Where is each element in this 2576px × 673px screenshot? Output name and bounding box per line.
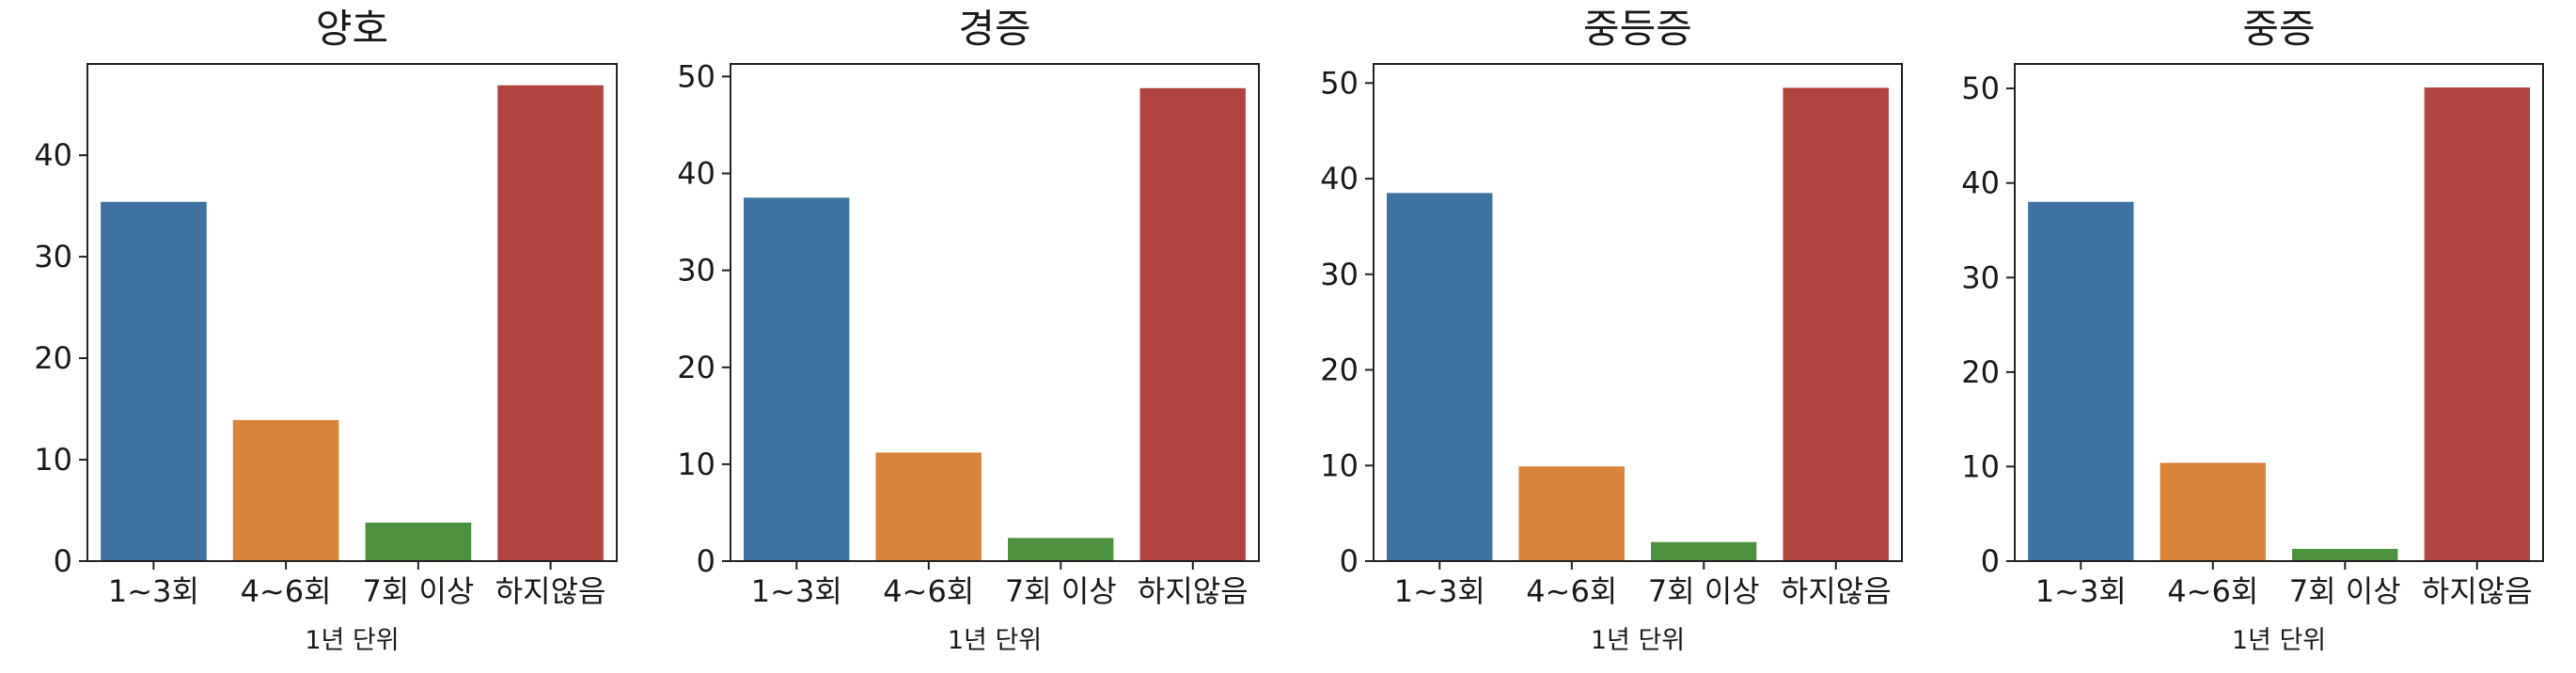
x-tick-label: 하지않음 [2422,573,2533,609]
y-tick-label: 40 [34,137,72,173]
x-axis-label: 1년 단위 [948,626,1042,655]
y-tick-label: 40 [1961,165,2000,201]
axes-frame-1 [86,63,618,562]
bar-4-2 [2160,462,2266,561]
bar-1-4 [497,85,604,561]
bar-2-3 [1008,538,1114,561]
axes-frame-4 [2014,63,2544,562]
chart-title: 양호 [316,6,388,52]
x-tick-label: 1~3회 [108,573,199,609]
y-tick-label: 40 [1320,161,1359,196]
bar-1-1 [101,201,207,562]
y-tick-label: 20 [1961,354,2000,390]
y-tick-label: 10 [677,446,715,482]
bar-4-1 [2028,201,2134,562]
bar-3-4 [1783,87,1889,562]
x-tick-label: 1~3회 [1394,573,1485,609]
y-tick-label: 0 [1981,543,2000,579]
y-tick-label: 50 [1961,70,2000,106]
y-tick-label: 50 [677,58,715,94]
y-tick-label: 10 [1320,447,1359,483]
bar-2-2 [875,452,982,561]
y-tick-label: 30 [1320,257,1359,292]
x-tick-label: 하지않음 [1138,573,1249,609]
bar-3-3 [1651,541,1757,561]
bar-3-1 [1387,193,1493,562]
y-tick-label: 40 [677,156,715,192]
x-tick-label: 1~3회 [2035,573,2127,609]
bar-2-1 [744,197,850,562]
y-tick-label: 30 [1961,259,2000,295]
x-tick-label: 4~6회 [2167,573,2258,609]
x-tick-label: 하지않음 [1781,573,1892,609]
y-tick-label: 0 [697,543,715,579]
y-tick-label: 30 [677,253,715,289]
bar-4-3 [2292,548,2398,561]
axes-frame-3 [1373,63,1903,562]
x-tick-label: 7회 이상 [1005,573,1117,609]
chart-title: 중등증 [1583,6,1692,52]
axes-frame-2 [730,63,1260,562]
y-tick-label: 10 [34,442,72,477]
x-axis-label: 1년 단위 [305,626,399,655]
x-tick-label: 7회 이상 [362,573,474,609]
chart-title: 중증 [2242,6,2315,52]
x-axis-label: 1년 단위 [1591,626,1685,655]
x-tick-label: 1~3회 [751,573,842,609]
chart-title: 경증 [958,6,1030,52]
y-tick-label: 20 [1320,352,1359,388]
bar-3-2 [1518,466,1625,561]
bar-2-4 [1139,87,1246,562]
y-tick-label: 0 [54,543,72,579]
y-tick-label: 20 [34,340,72,376]
y-tick-label: 0 [1340,543,1359,579]
bar-4-4 [2424,87,2530,561]
y-tick-label: 50 [1320,65,1359,101]
x-tick-label: 하지않음 [495,573,606,609]
y-tick-label: 30 [34,239,72,274]
bar-1-2 [232,419,339,561]
y-tick-label: 10 [1961,448,2000,484]
x-tick-label: 4~6회 [241,573,332,609]
y-tick-label: 20 [677,350,715,385]
x-axis-label: 1년 단위 [2232,626,2326,655]
x-tick-label: 7회 이상 [2289,573,2401,609]
x-tick-label: 7회 이상 [1648,573,1760,609]
x-tick-label: 4~6회 [1526,573,1617,609]
bar-1-3 [365,523,472,561]
x-tick-label: 4~6회 [883,573,974,609]
